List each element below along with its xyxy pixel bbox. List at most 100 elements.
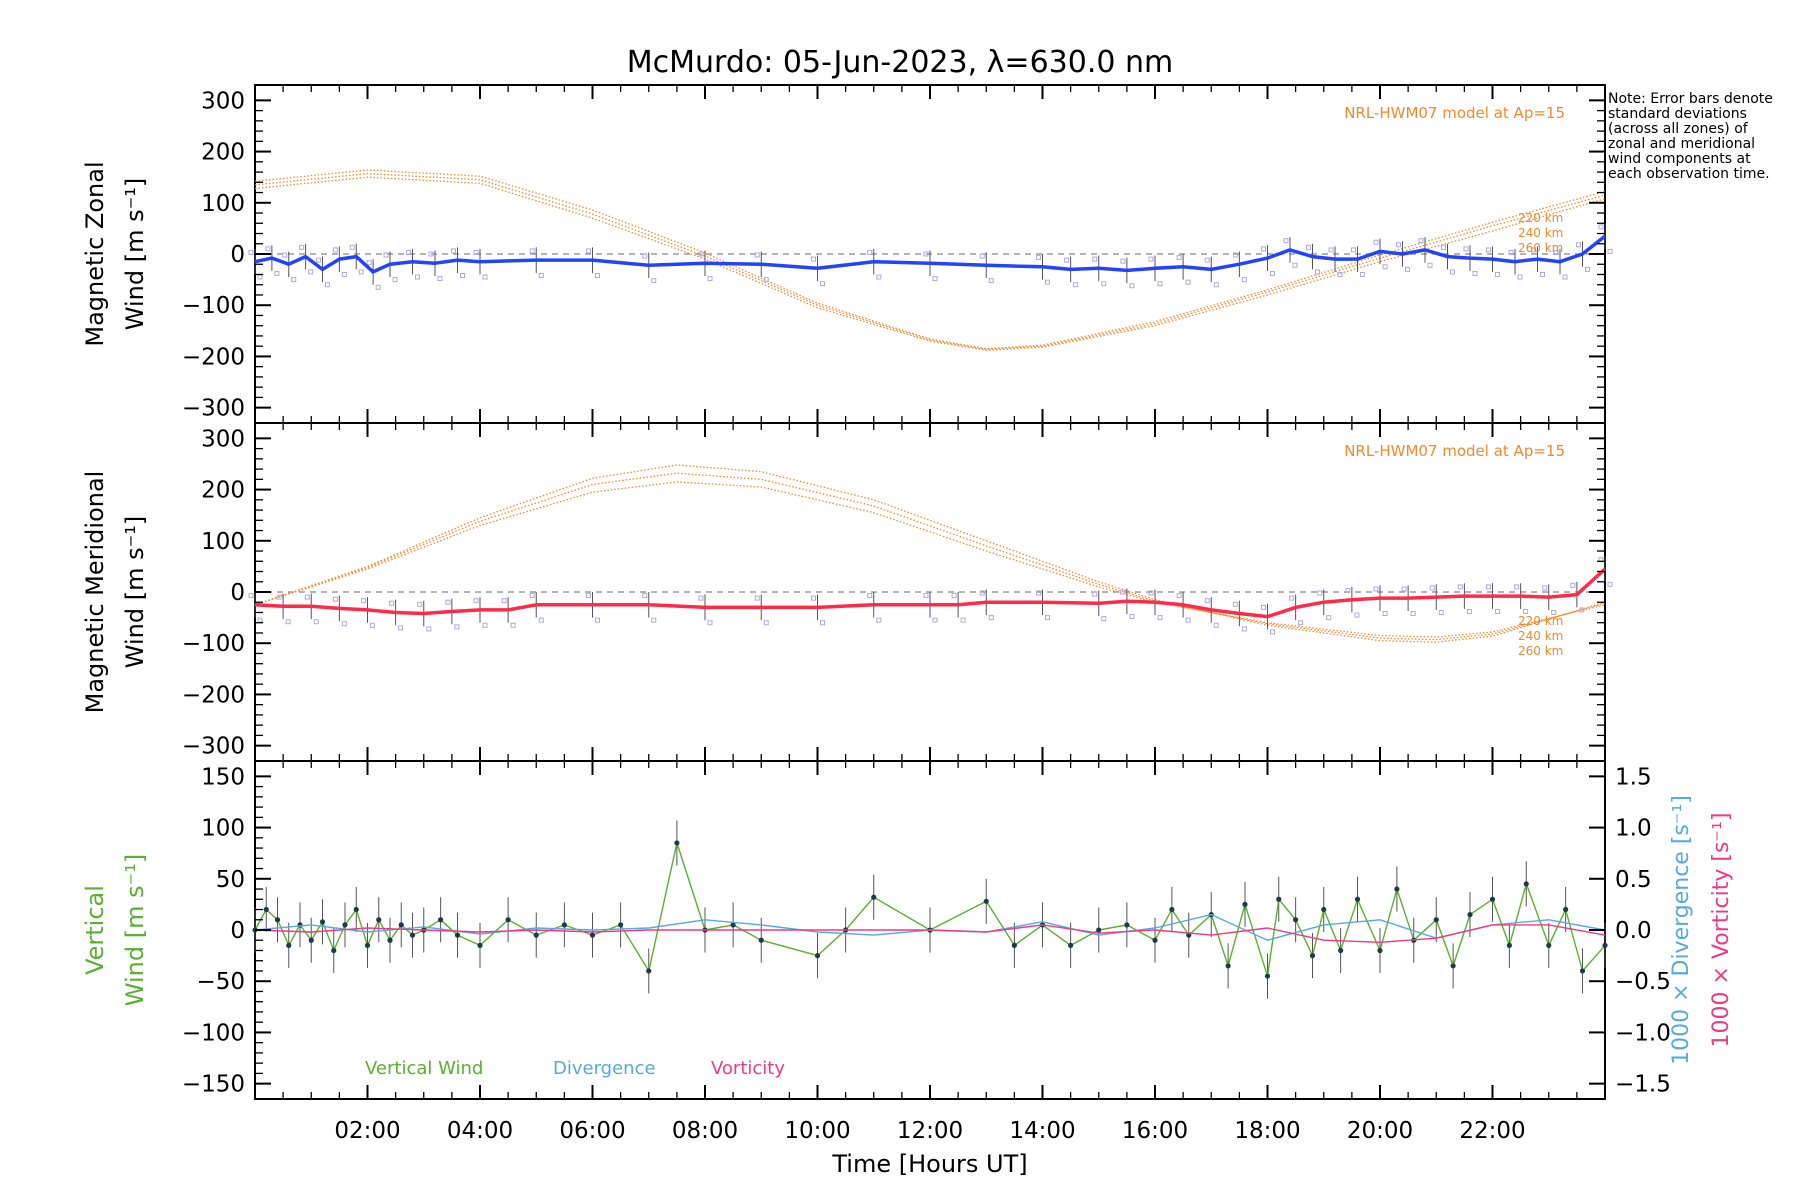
meridional-zone-point: [1241, 626, 1247, 632]
vertical-plot-area: [252, 820, 1608, 999]
vertical-ytick-label: −50: [196, 969, 245, 995]
zonal-zone-point: [308, 269, 314, 275]
zonal-zone-point: [1036, 255, 1041, 261]
vertical-wind-point: [1096, 927, 1102, 933]
zonal-zone-point: [1185, 279, 1191, 285]
meridional-zone-point: [510, 622, 516, 628]
meridional-alt-label-220: 220 km: [1518, 614, 1563, 628]
x-tick-label: 16:00: [1122, 1118, 1188, 1144]
meridional-zone-point: [1204, 598, 1210, 604]
meridional-ytick-label: −300: [182, 734, 245, 760]
meridional-zone-point: [276, 594, 282, 600]
meridional-zone-point: [1298, 620, 1304, 626]
meridional-zone-point: [1261, 604, 1266, 610]
zonal-zone-point: [1306, 244, 1311, 250]
vertical-wind-point: [1276, 896, 1282, 902]
zonal-ytick-label: −100: [182, 293, 245, 319]
meridional-ytick-label: 200: [201, 478, 245, 504]
zonal-zone-point: [291, 277, 297, 283]
zonal-zone-point: [1292, 262, 1298, 268]
x-tick-label: 02:00: [334, 1118, 400, 1144]
zonal-zone-point: [366, 260, 372, 266]
meridional-zone-point: [595, 617, 600, 623]
vertical-wind-point: [1489, 896, 1496, 902]
zonal-zone-point: [1129, 283, 1135, 289]
vertical-ytick-label: −150: [182, 1072, 245, 1098]
meridional-zone-point: [1579, 607, 1585, 613]
zonal-zone-point: [1463, 246, 1469, 252]
vertical-wind-point: [319, 919, 326, 925]
zonal-zone-point: [1337, 271, 1343, 277]
meridional-ylabel-line1: Magnetic Meridional: [81, 471, 109, 714]
zonal-zone-point: [316, 257, 321, 263]
vertical-wind-point: [263, 906, 269, 913]
zonal-zone-point: [1405, 266, 1410, 272]
meridional-zone-point: [1045, 615, 1050, 621]
zonal-zone-point: [1315, 269, 1320, 275]
meridional-zone-point: [538, 617, 544, 623]
vertical-wind-point: [376, 917, 382, 923]
zonal-zone-point: [1328, 247, 1334, 253]
meridional-zone-point: [1466, 608, 1472, 614]
x-axis-label: Time [Hours UT]: [831, 1150, 1027, 1178]
zonal-zone-point: [1486, 247, 1491, 253]
meridional-zone-point: [754, 595, 760, 601]
meridional-zone-point: [979, 590, 985, 596]
vertical-wind-point: [1011, 942, 1017, 948]
zonal-zone-point: [1607, 248, 1613, 254]
zonal-zone-point: [1585, 266, 1590, 272]
zonal-ytick-label: 0: [230, 242, 245, 268]
zonal-zone-point: [257, 274, 263, 280]
vertical-wind-point: [1394, 886, 1400, 892]
meridional-zone-point: [1157, 615, 1163, 621]
zonal-zone-point: [1598, 224, 1604, 230]
zonal-zone-point: [1270, 270, 1275, 276]
vertical-wind-point: [1467, 912, 1473, 918]
zonal-ytick-label: 300: [201, 88, 245, 114]
vertical-wind-point: [618, 922, 624, 928]
meridional-zone-point: [313, 619, 319, 625]
zonal-zone-point: [923, 251, 929, 257]
vertical-wind-point: [1450, 963, 1456, 969]
meridional-zone-point: [960, 617, 966, 623]
vertical-wind-point: [308, 937, 314, 943]
meridional-zone-point: [417, 601, 423, 607]
vertical-wind-point: [1152, 937, 1158, 943]
zonal-zone-point: [979, 253, 985, 259]
meridional-zone-point: [370, 622, 375, 628]
zonal-zone-point: [642, 253, 648, 259]
vertical-wind-point: [1124, 922, 1130, 928]
zonal-ytick-label: 100: [201, 191, 245, 217]
meridional-zone-point: [1373, 586, 1379, 592]
vertical-wind-point: [533, 932, 539, 938]
meridional-zone-point: [1120, 589, 1126, 595]
vertical-wind-point: [814, 953, 821, 959]
vertical-wind-point: [1377, 947, 1383, 954]
zonal-zone-point: [1396, 242, 1401, 248]
meridional-zone-point: [1401, 586, 1407, 592]
zonal-ytick-label: −300: [182, 396, 245, 422]
zonal-zone-point: [1553, 249, 1559, 255]
zonal-zone-point: [1204, 257, 1210, 263]
vertical-wind-point: [1242, 901, 1248, 907]
vertical-wind-point: [646, 968, 652, 974]
vorticity-axis-label: 1000 × Vorticity [s⁻¹]: [1709, 813, 1734, 1048]
zonal-zone-point: [1120, 258, 1126, 264]
meridional-zone-point: [1542, 585, 1548, 591]
meridional-zone-point: [820, 620, 825, 626]
meridional-zone-point: [445, 599, 451, 605]
zonal-zone-point: [349, 244, 355, 250]
meridional-zone-point: [1232, 601, 1238, 607]
meridional-zone-point: [1438, 609, 1444, 615]
zonal-zone-point: [299, 244, 305, 250]
meridional-zone-point: [642, 593, 648, 599]
meridional-zone-point: [1523, 608, 1529, 614]
vertical-wind-point: [1523, 881, 1529, 887]
vertical-wind-point: [871, 894, 877, 900]
vertical-wind-point: [505, 917, 511, 923]
zonal-zone-point: [1562, 274, 1568, 280]
zonal-zone-point: [1283, 238, 1289, 244]
vertical-wind-point: [674, 840, 680, 846]
zonal-zone-point: [1495, 271, 1500, 277]
meridional-zone-point: [1213, 622, 1219, 628]
